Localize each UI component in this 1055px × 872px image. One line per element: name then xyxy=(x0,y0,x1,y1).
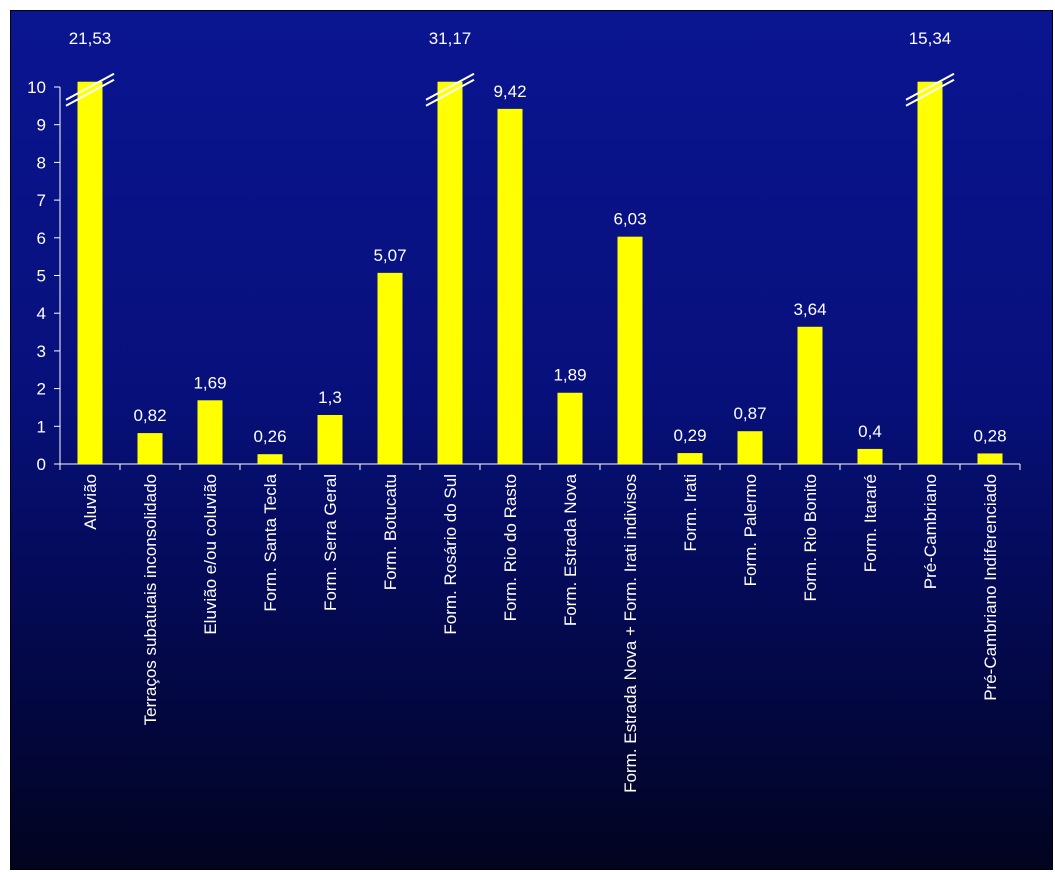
bar xyxy=(377,272,403,464)
data-label: 0,87 xyxy=(733,404,766,423)
y-tick-label: 4 xyxy=(37,304,46,323)
axis-break-mark xyxy=(425,72,475,101)
bar xyxy=(437,81,463,465)
bar xyxy=(197,400,223,464)
x-tick-label: Form. Estrada Nova + Form. Irati indivis… xyxy=(621,474,640,793)
y-tick-label: 5 xyxy=(37,267,46,286)
data-label: 1,89 xyxy=(553,366,586,385)
y-tick-label: 3 xyxy=(37,342,46,361)
y-tick-label: 10 xyxy=(27,78,46,97)
x-tick-label: Form. Serra Geral xyxy=(321,474,340,611)
data-label: 15,34 xyxy=(909,29,952,48)
bar xyxy=(797,326,823,464)
bar xyxy=(257,454,283,464)
data-label: 3,64 xyxy=(793,300,826,319)
y-tick-label: 9 xyxy=(37,116,46,135)
y-tick-label: 6 xyxy=(37,229,46,248)
data-label: 31,17 xyxy=(429,29,472,48)
x-tick-label: Form. Rosário do Sul xyxy=(441,474,460,635)
bar xyxy=(737,431,763,464)
bar xyxy=(917,81,943,465)
axis-break-mark xyxy=(905,78,955,107)
bar xyxy=(497,108,523,464)
data-label: 21,53 xyxy=(69,29,112,48)
x-tick-label: Form. Estrada Nova xyxy=(561,473,580,626)
bar xyxy=(977,453,1003,464)
x-tick-label: Form. Itararé xyxy=(861,474,880,572)
data-label: 5,07 xyxy=(373,246,406,265)
data-label: 0,28 xyxy=(973,426,1006,445)
axis-break-mark xyxy=(905,72,955,101)
axis-break-mark xyxy=(425,78,475,107)
y-tick-label: 2 xyxy=(37,380,46,399)
bar xyxy=(857,448,883,464)
bar xyxy=(677,453,703,464)
data-label: 1,3 xyxy=(318,388,342,407)
x-tick-label: Form. Palermo xyxy=(741,474,760,586)
y-tick-label: 0 xyxy=(37,455,46,474)
x-tick-label: Form. Santa Tecla xyxy=(261,473,280,611)
bar xyxy=(137,433,163,464)
y-tick-label: 7 xyxy=(37,191,46,210)
bar xyxy=(557,392,583,464)
x-tick-label: Terraços subatuais inconsolidado xyxy=(141,474,160,725)
x-tick-label: Form. Botucatu xyxy=(381,474,400,590)
data-label: 0,26 xyxy=(253,427,286,446)
bar-chart: 0 1 2 3 4 5 6 7 8 9 10 21,53 Aluvião 0,82 Terraços sub… xyxy=(27,29,1021,793)
axis-break-mark xyxy=(65,72,115,101)
data-label: 1,69 xyxy=(193,373,226,392)
data-label: 0,4 xyxy=(858,422,882,441)
data-label: 9,42 xyxy=(493,82,526,101)
x-tick-label: Pré-Cambriano xyxy=(921,474,940,589)
x-tick-label: Aluvião xyxy=(81,474,100,530)
axis-break-mark xyxy=(65,78,115,107)
chart-area: 0 1 2 3 4 5 6 7 8 9 10 21,53 Aluvião 0,82 Terraços sub… xyxy=(10,10,1053,870)
x-tick-label: Eluvião e/ou coluvião xyxy=(201,474,220,635)
x-tick-label: Form. Rio Bonito xyxy=(801,474,820,602)
y-tick-label: 1 xyxy=(37,417,46,436)
y-tick-label: 8 xyxy=(37,153,46,172)
x-tick-label: Form. Irati xyxy=(681,474,700,551)
bar xyxy=(617,236,643,464)
bar xyxy=(317,414,343,464)
x-tick-label: Form. Rio do Rasto xyxy=(501,474,520,621)
x-tick-label: Pré-Cambriano Indiferenciado xyxy=(981,474,1000,701)
data-label: 0,82 xyxy=(133,406,166,425)
data-label: 0,29 xyxy=(673,426,706,445)
bar xyxy=(77,81,103,465)
data-label: 6,03 xyxy=(613,210,646,229)
